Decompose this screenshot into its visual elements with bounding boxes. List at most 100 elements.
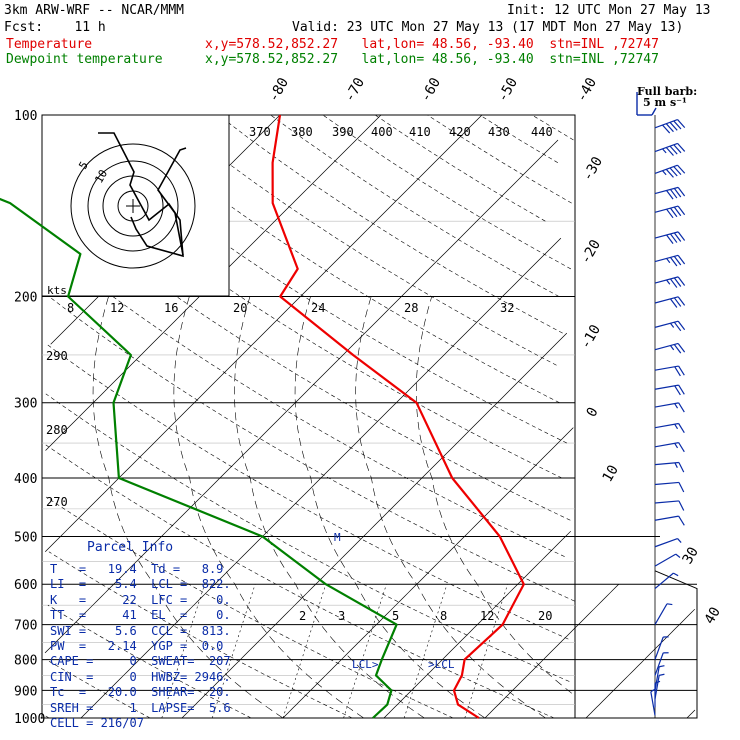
wind-barb-flag: [666, 603, 673, 606]
mixing-ratio-label: 20: [538, 609, 552, 623]
pressure-tick-label: 100: [14, 109, 37, 124]
wind-barb-flag: [665, 123, 674, 133]
theta-tick-label: 390: [332, 125, 354, 139]
isotherm-tick-label: 30: [680, 544, 702, 567]
parcel-info-row: PW = 2.14 YGP = 0.0: [50, 639, 224, 654]
wind-barb: [654, 231, 679, 239]
dewpoint-label: Dewpoint temperature: [6, 52, 163, 67]
wind-barb: [654, 572, 674, 590]
pressure-tick-label: 400: [14, 472, 37, 487]
dry-adiabat-line: [48, 296, 575, 602]
wind-barb-flag: [669, 257, 678, 267]
moist-adiabat-line: [92, 296, 284, 719]
wind-barb-flag: [677, 231, 686, 241]
wind-barb-flag: [669, 145, 678, 155]
wind-barb-flag: [659, 665, 665, 668]
moist-adiabat-line: [234, 296, 425, 719]
isotherm-line: [484, 583, 619, 719]
wind-barb: [654, 320, 679, 328]
parcel-info-row: SWI = 5.6 CCL = 813.: [50, 623, 231, 638]
temperature-trace: [271, 114, 525, 719]
moist-adiabat-line: [355, 296, 546, 719]
wind-barb-flag: [677, 296, 686, 306]
isotherm-line: [585, 608, 696, 719]
wind-barb-flag: [677, 142, 686, 152]
wind-barb-flag: [677, 205, 686, 216]
wind-barb-flag: [673, 297, 682, 307]
wind-barb-flag: [666, 279, 671, 285]
wind-barb: [654, 666, 660, 691]
parcel-info-row: Tc = 20.0 SHEAR= 20.: [50, 685, 231, 700]
wind-barb-flag: [666, 190, 674, 200]
parcel-marker: M: [334, 531, 341, 544]
wind-barb-flag: [673, 321, 682, 332]
pressure-tick-label: 1000: [14, 712, 45, 727]
diagram-grid: [41, 114, 698, 719]
isotherm-tick-label: -40: [574, 75, 601, 105]
isotherm-tick-label: -80: [266, 75, 293, 105]
wind-barb-flag: [674, 462, 678, 468]
mixing-ratio-line: [343, 584, 387, 719]
theta-tick-label: 400: [371, 125, 393, 139]
parcel-info-row: CAPE = 0 SWEAT= 207: [50, 654, 231, 669]
init-time: Init: 12 UTC Mon 27 May 13: [507, 3, 711, 18]
isotherm-line: [44, 114, 483, 552]
isotherm-line: [44, 139, 559, 654]
isotherm-line: [383, 530, 572, 719]
parcel-info-row: T = 19.4 Td = 8.9: [50, 562, 224, 576]
isotherm-line: [80, 237, 562, 719]
wind-barb-flag: [677, 343, 686, 353]
wind-barb-flag: [677, 276, 686, 286]
wind-barb: [654, 276, 679, 284]
hodograph-ring-label: 10: [92, 168, 110, 186]
pressure-tick-label: 900: [14, 684, 37, 699]
mixing-ratio-label: 3: [338, 609, 345, 623]
wind-barb-flag: [662, 148, 667, 154]
wind-barb-flag: [669, 167, 678, 177]
hodograph-speed-label: 20: [233, 301, 247, 315]
wind-barb-flag: [669, 298, 678, 308]
isotherm-tick-label: 40: [702, 604, 724, 627]
theta-tick-label: 420: [449, 125, 471, 139]
wind-barb-flag: [673, 144, 682, 154]
hodograph-ring: [87, 160, 179, 252]
wind-barb-flag: [669, 121, 678, 131]
wind-barb: [654, 500, 679, 504]
wind-barb-flag: [662, 170, 667, 176]
wind-barb-flag: [675, 553, 681, 558]
theta-tick-label: 370: [249, 125, 271, 139]
wind-barb-flag: [669, 207, 678, 218]
mixing-ratio-label: 12: [480, 609, 494, 623]
full-barb-label: Full barb:: [637, 85, 698, 98]
wind-barb: [654, 553, 677, 567]
wind-barb: [654, 636, 664, 660]
dry-adiabat-line: [270, 114, 560, 297]
wind-barb-flag: [673, 256, 682, 266]
lcl-marker: >LCL: [428, 658, 455, 671]
dry-adiabat-line: [61, 162, 563, 479]
dry-adiabat-line: [56, 253, 565, 557]
pressure-tick-label: 500: [14, 530, 37, 545]
wind-barb-flag: [673, 344, 682, 354]
wind-barb-flag: [669, 345, 675, 351]
wind-barb: [654, 422, 679, 429]
moist-adiabat-line: [173, 296, 364, 719]
dry-adiabat-line: [427, 114, 572, 204]
wind-barb-flag: [673, 206, 682, 217]
dry-adiabat-line: [374, 114, 546, 222]
wind-barb-flag: [674, 442, 679, 449]
isotherm-line: [45, 114, 382, 451]
theta-tick-label: 410: [409, 125, 431, 139]
dry-adiabat-line: [44, 715, 50, 719]
wind-barb: [654, 537, 678, 548]
wind-barb-flag: [678, 500, 685, 511]
wind-barb: [654, 675, 660, 700]
isotherm-tick-label: 10: [600, 462, 622, 485]
sounding-traces: [0, 114, 525, 719]
wind-barb: [654, 603, 668, 625]
parcel-info-row: TT = 41 EL = 0.: [50, 608, 231, 623]
wind-barb-flag: [678, 365, 685, 376]
wind-barb-flag: [650, 688, 656, 693]
dry-adiabat-line: [165, 114, 557, 366]
wind-barb-flag: [662, 124, 671, 134]
